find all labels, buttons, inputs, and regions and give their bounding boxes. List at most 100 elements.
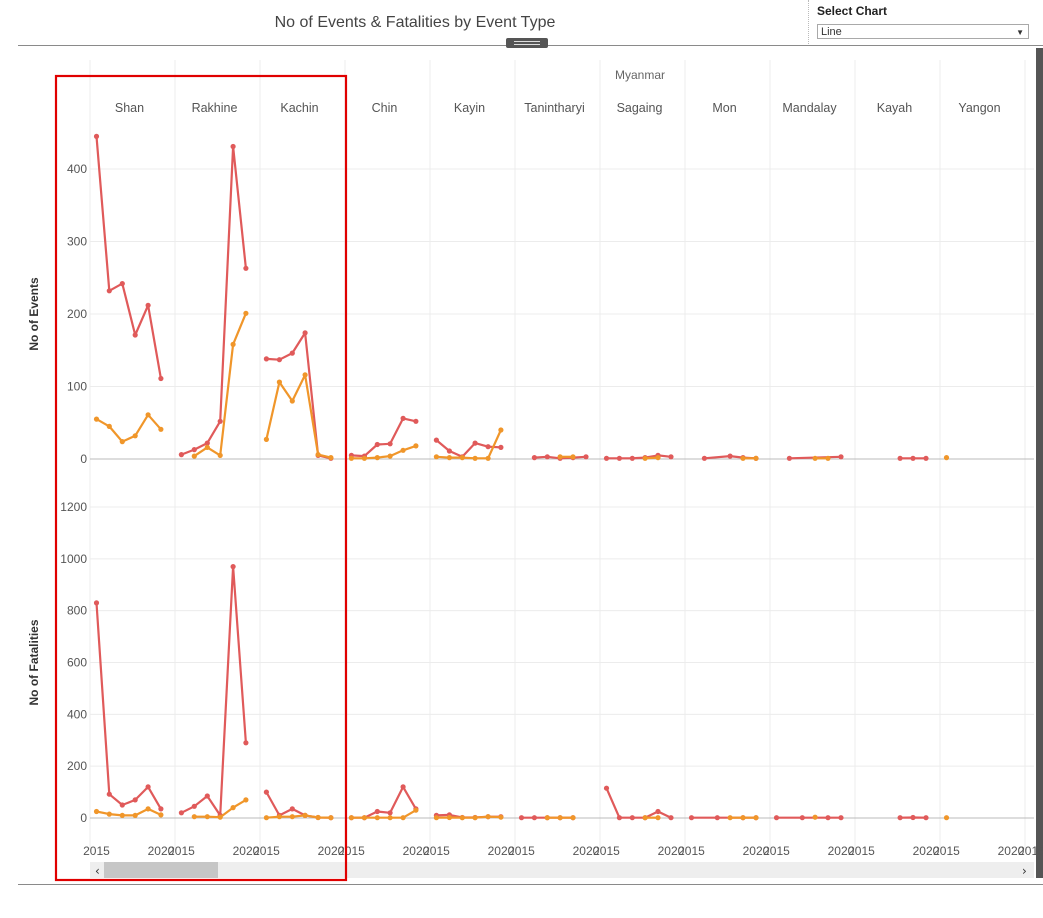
data-point-red: [629, 455, 635, 461]
data-point-orange: [740, 455, 746, 461]
y-tick-label: 800: [67, 604, 87, 618]
data-point-orange: [132, 433, 138, 439]
data-point-orange: [387, 453, 393, 459]
data-point-red: [910, 455, 916, 461]
data-point-red: [603, 455, 610, 461]
data-point-orange: [263, 815, 269, 821]
data-point-red: [910, 814, 916, 821]
data-point-orange: [243, 310, 249, 316]
data-point-orange: [119, 812, 125, 819]
data-point-orange: [230, 805, 236, 811]
series-line-red: [95, 602, 162, 810]
data-point-red: [668, 454, 674, 460]
select-chart-dropdown[interactable]: Line ▼: [817, 24, 1029, 39]
data-point-orange: [191, 814, 197, 820]
data-point-red: [897, 455, 903, 461]
data-point-red: [603, 785, 610, 791]
data-point-orange: [740, 815, 746, 821]
data-point-red: [655, 808, 661, 815]
chevron-down-icon[interactable]: ▼: [1016, 28, 1024, 37]
x-tick-label: 2015: [1018, 844, 1043, 858]
data-point-red: [106, 288, 112, 294]
data-point-orange: [557, 815, 563, 821]
data-point-orange: [158, 426, 164, 432]
data-point-red: [158, 375, 164, 382]
series-line-orange: [95, 413, 162, 443]
data-point-orange: [328, 815, 334, 821]
data-point-red: [230, 143, 236, 150]
data-point-orange: [361, 815, 367, 821]
data-point-orange: [433, 454, 439, 460]
x-tick-label: 2015: [83, 844, 110, 858]
data-point-red: [374, 441, 380, 448]
data-point-red: [204, 440, 210, 446]
data-point-orange: [387, 815, 393, 821]
scroll-left-icon[interactable]: ‹: [95, 864, 100, 878]
data-point-red: [727, 453, 733, 459]
horizontal-scrollbar-thumb[interactable]: [104, 862, 218, 878]
data-point-red: [825, 815, 831, 821]
region-header-label: Kachin: [280, 101, 318, 115]
data-point-red: [838, 454, 844, 460]
x-tick-label: 2015: [678, 844, 705, 858]
data-point-orange: [119, 439, 125, 445]
data-point-red: [446, 448, 452, 454]
data-point-red: [668, 815, 674, 821]
data-point-red: [923, 455, 929, 461]
data-point-orange: [93, 416, 100, 422]
data-point-red: [230, 564, 236, 570]
series-line-red: [351, 417, 417, 458]
scroll-right-icon[interactable]: ›: [1022, 864, 1027, 878]
region-header-label: Kayin: [454, 101, 485, 115]
data-point-red: [289, 350, 295, 356]
data-point-orange: [570, 815, 576, 821]
data-point-red: [106, 791, 112, 797]
data-point-orange: [230, 341, 236, 347]
data-point-red: [799, 815, 805, 821]
data-point-red: [701, 455, 708, 461]
series-line-red: [606, 454, 672, 460]
data-point-red: [413, 418, 419, 424]
data-point-red: [93, 600, 100, 606]
y-tick-label: 0: [80, 811, 87, 825]
data-point-orange: [459, 815, 465, 821]
horizontal-scrollbar-track[interactable]: [90, 862, 1034, 878]
data-point-red: [485, 444, 491, 450]
data-point-orange: [459, 455, 465, 461]
data-point-orange: [276, 814, 282, 820]
data-point-orange: [413, 443, 419, 449]
data-point-red: [276, 357, 282, 363]
x-tick-label: 2020: [488, 844, 515, 858]
select-chart-value: Line: [821, 26, 842, 38]
vertical-scrollbar[interactable]: [1036, 48, 1043, 878]
data-point-orange: [655, 815, 661, 821]
data-point-orange: [302, 372, 308, 378]
x-tick-label: 2015: [933, 844, 960, 858]
data-point-red: [145, 784, 151, 790]
data-point-orange: [753, 455, 759, 461]
data-point-orange: [498, 814, 504, 820]
resize-handle-icon[interactable]: [506, 38, 548, 48]
data-point-orange: [655, 455, 661, 461]
x-tick-label: 2015: [168, 844, 195, 858]
y-tick-label: 600: [67, 656, 87, 670]
x-tick-label: 2020: [148, 844, 175, 858]
data-point-red: [688, 815, 695, 821]
series-line-red: [95, 136, 162, 379]
data-point-orange: [276, 379, 282, 385]
region-header-label: Mandalay: [782, 101, 837, 115]
data-point-red: [263, 356, 269, 362]
data-point-red: [93, 133, 100, 139]
data-point-orange: [570, 454, 576, 460]
data-point-red: [498, 444, 504, 450]
x-tick-label: 2015: [848, 844, 875, 858]
series-line-red: [181, 145, 247, 456]
data-point-orange: [217, 814, 223, 820]
data-point-orange: [191, 453, 197, 459]
data-point-orange: [204, 814, 210, 820]
data-point-orange: [472, 815, 478, 821]
data-point-red: [374, 808, 380, 815]
y-tick-label: 400: [67, 162, 87, 176]
data-point-red: [191, 803, 197, 809]
